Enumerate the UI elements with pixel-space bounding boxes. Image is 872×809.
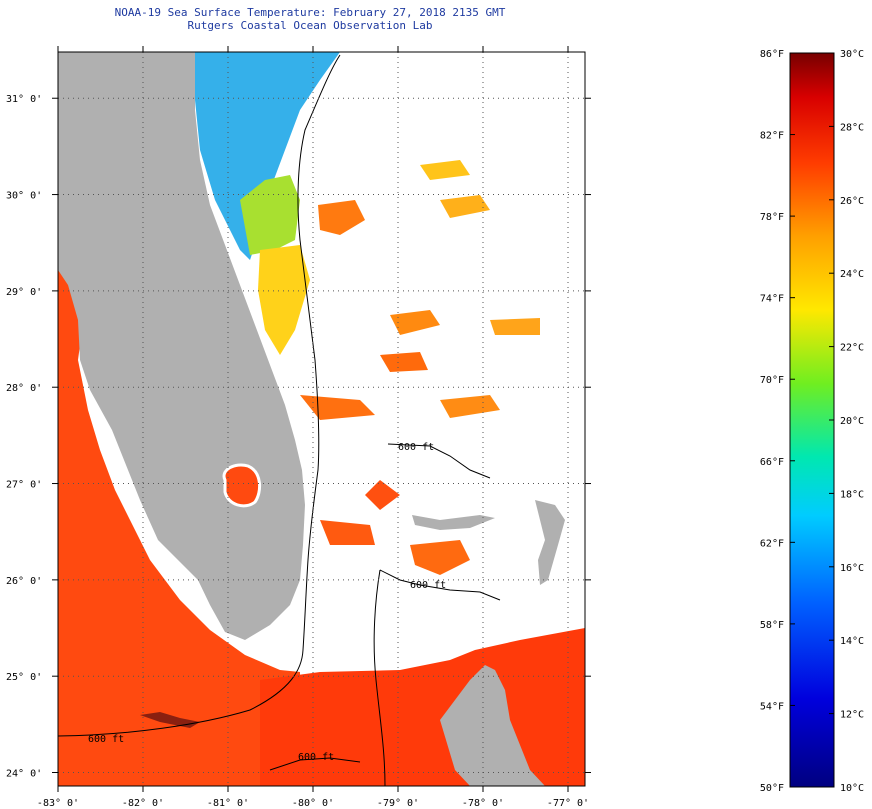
colorbar-celsius-labels: 30°C 28°C 26°C 24°C 22°C 20°C 18°C 16°C 14°C 12°C… xyxy=(840,49,864,794)
colorbar-c-label: 18°C xyxy=(840,489,864,500)
lat-label: 28° 0' xyxy=(6,383,42,394)
contour-label: 600 ft xyxy=(410,580,446,591)
colorbar-c-label: 28°C xyxy=(840,122,864,133)
colorbar-f-label: 74°F xyxy=(760,294,784,305)
gulf-warm-water xyxy=(58,270,300,786)
atlantic-green-water xyxy=(240,175,300,255)
atlantic-warm-patch xyxy=(410,540,470,575)
lat-label: 29° 0' xyxy=(6,287,42,298)
atlantic-cool-water xyxy=(195,52,340,260)
atlantic-yellow-patch xyxy=(420,160,470,180)
contour-label: 600 ft xyxy=(88,734,124,745)
atlantic-yellow-patch xyxy=(490,318,540,335)
contour-label: 600 ft xyxy=(298,752,334,763)
lon-label: -78° 0' xyxy=(462,798,504,809)
atlantic-warm-patch xyxy=(318,200,365,235)
lat-label: 30° 0' xyxy=(6,191,42,202)
colorbar-c-label: 22°C xyxy=(840,343,864,354)
atlantic-warm-patch xyxy=(440,395,500,418)
colorbar-ticks xyxy=(790,52,834,788)
lat-label: 26° 0' xyxy=(6,576,42,587)
map-title: NOAA-19 Sea Surface Temperature: Februar… xyxy=(114,6,506,19)
colorbar-f-label: 70°F xyxy=(760,375,784,386)
contour-600ft xyxy=(373,569,386,786)
lon-label: -77° 0' xyxy=(547,798,589,809)
colorbar-fahrenheit-labels: 86°F 82°F 78°F 74°F 70°F 66°F 62°F 58°F 54°F 50°F xyxy=(760,49,784,794)
atlantic-yellow-water xyxy=(258,245,310,355)
lake-okeechobee xyxy=(222,463,262,508)
colorbar-f-label: 62°F xyxy=(760,538,784,549)
atlantic-warm-patch xyxy=(380,352,428,372)
bahamas-land xyxy=(535,500,565,585)
map-frame xyxy=(57,51,586,787)
colorbar-f-label: 82°F xyxy=(760,131,784,142)
colorbar xyxy=(789,52,835,788)
lon-label: -79° 0' xyxy=(377,798,419,809)
lat-label: 24° 0' xyxy=(6,769,42,780)
atlantic-yellow-patch xyxy=(440,195,490,218)
atlantic-warm-patch xyxy=(320,520,375,545)
lat-label: 31° 0' xyxy=(6,94,42,105)
colorbar-c-label: 14°C xyxy=(840,636,864,647)
contour-600ft xyxy=(58,54,341,737)
colorbar-f-label: 78°F xyxy=(760,212,784,223)
atlantic-warm-patch xyxy=(390,310,440,335)
contour-label: 600 ft xyxy=(398,442,434,453)
axis-ticks xyxy=(52,46,591,792)
contour-600ft xyxy=(379,569,501,601)
lon-label: -83° 0' xyxy=(37,798,79,809)
colorbar-c-label: 30°C xyxy=(840,49,864,60)
atlantic-warm-patch xyxy=(300,395,375,420)
map-area: 600 ft 600 ft 600 ft 600 ft xyxy=(58,52,585,786)
colorbar-c-label: 16°C xyxy=(840,563,864,574)
lon-label: -82° 0' xyxy=(122,798,164,809)
contour-600ft xyxy=(387,443,491,479)
lon-label: -80° 0' xyxy=(292,798,334,809)
longitude-labels: -83° 0' -82° 0' -81° 0' -80° 0' -79° 0' -78° … xyxy=(37,798,589,809)
colorbar-f-label: 54°F xyxy=(760,701,784,712)
colorbar-c-label: 10°C xyxy=(840,783,864,794)
colorbar-f-label: 50°F xyxy=(760,783,784,794)
colorbar-f-label: 86°F xyxy=(760,49,784,60)
colorbar-f-label: 58°F xyxy=(760,620,784,631)
bahamas-land xyxy=(412,515,495,530)
colorbar-c-label: 26°C xyxy=(840,196,864,207)
contour-600ft xyxy=(269,757,361,771)
lat-label: 27° 0' xyxy=(6,480,42,491)
cuba-land xyxy=(440,665,545,786)
atlantic-warm-patch xyxy=(365,480,400,510)
lon-label: -81° 0' xyxy=(207,798,249,809)
latitude-labels: 31° 0' 30° 0' 29° 0' 28° 0' 27° 0' 26° 0' 25° … xyxy=(6,94,42,779)
colorbar-c-label: 24°C xyxy=(840,269,864,280)
lat-label: 25° 0' xyxy=(6,672,42,683)
colorbar-c-label: 20°C xyxy=(840,416,864,427)
map-subtitle: Rutgers Coastal Ocean Observation Lab xyxy=(187,19,433,32)
colorbar-f-label: 66°F xyxy=(760,457,784,468)
colorbar-c-label: 12°C xyxy=(840,710,864,721)
florida-keys xyxy=(140,712,200,728)
